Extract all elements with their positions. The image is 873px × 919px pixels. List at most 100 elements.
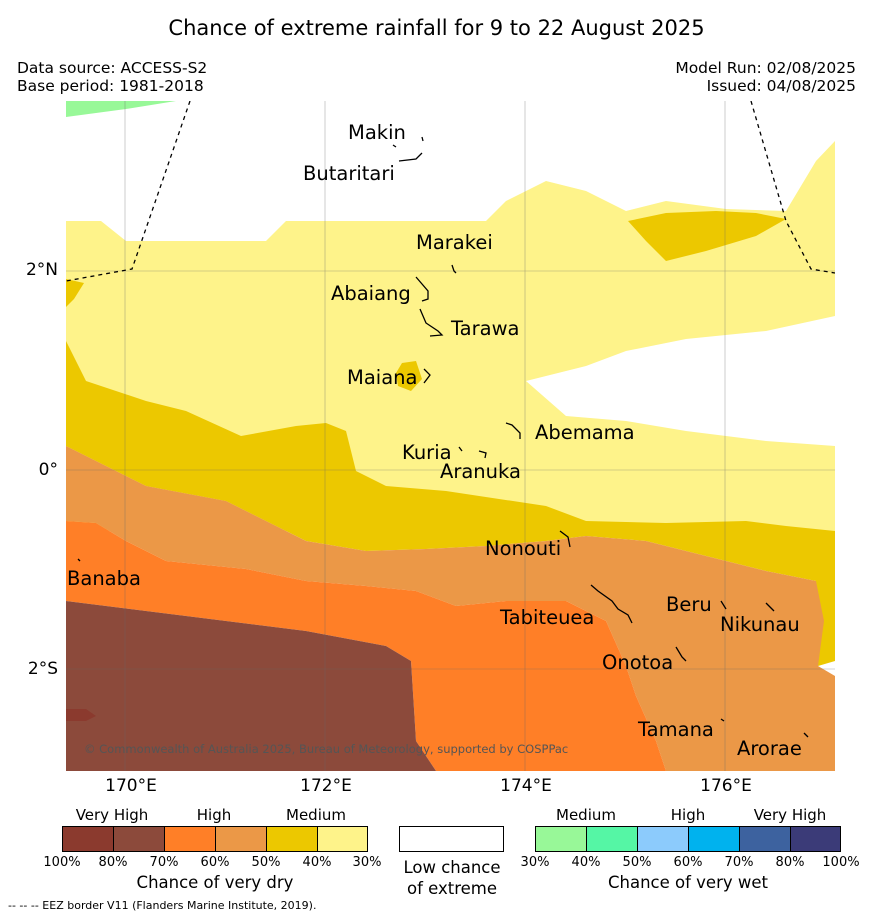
- region-low-chance-center: [526, 316, 835, 446]
- legend-dry-swatch: [113, 826, 165, 852]
- legend-dry-swatch: [266, 826, 318, 852]
- atoll-arorae: [803, 732, 809, 738]
- legend-dry-tick: 100%: [43, 855, 81, 870]
- legend-wet-swatch: [688, 826, 740, 852]
- lon-tick-label: 172°E: [300, 776, 352, 796]
- place-label: Nikunau: [720, 613, 800, 636]
- legend-wet-category: High: [670, 806, 706, 824]
- legend-dry-caption: Chance of very dry: [136, 873, 294, 892]
- legend-low-chance-swatch: [399, 826, 504, 852]
- legend-wet-swatch: [586, 826, 638, 852]
- region-dry-medium-50-nw: [66, 279, 84, 307]
- legend-wet-tick: 60%: [673, 855, 703, 870]
- atoll-beru: [720, 600, 727, 610]
- legend-dry-category: Medium: [286, 806, 346, 824]
- legend-wet-tick: 30%: [520, 855, 550, 870]
- region-dry-high-60: [66, 446, 835, 771]
- region-low-chance-nw: [66, 101, 176, 117]
- atoll-aranuka: [478, 450, 487, 459]
- eez-border-east: [750, 101, 835, 274]
- data-source: Data source: ACCESS-S2: [17, 59, 208, 77]
- legend-wet-category: Medium: [556, 806, 616, 824]
- lon-tick-label: 174°E: [500, 776, 552, 796]
- legend-dry-swatch: [164, 826, 216, 852]
- legend-wet-swatch: [739, 826, 791, 852]
- lat-tick-label: 2°S: [27, 659, 58, 679]
- atoll-nonouti: [559, 530, 571, 548]
- legend-low-chance-caption: Low chance: [403, 858, 501, 877]
- legend-wet-tick: 50%: [622, 855, 652, 870]
- lat-tick-label: 0°: [38, 460, 58, 480]
- atoll-tarawa: [419, 308, 444, 337]
- legend-dry-tick: 70%: [149, 855, 179, 870]
- legend-wet-tick: 70%: [724, 855, 754, 870]
- legend-wet-swatch: [790, 826, 841, 852]
- atoll-butaritari: [398, 152, 423, 162]
- place-label: Tabiteuea: [500, 606, 595, 629]
- lat-tick-label: 2°N: [25, 260, 58, 280]
- place-label: Nonouti: [485, 537, 562, 560]
- legend-wet-caption: Chance of very wet: [608, 873, 768, 892]
- place-label: Aranuka: [440, 460, 521, 483]
- place-label: Abaiang: [331, 282, 411, 305]
- legend-dry-category: Very High: [75, 806, 149, 824]
- legend-dry-tick: 50%: [251, 855, 281, 870]
- atoll-banaba: [77, 558, 81, 562]
- legend-wet-tick: 100%: [822, 855, 860, 870]
- place-label: Kuria: [402, 441, 452, 464]
- atoll-marakei: [451, 264, 457, 274]
- place-label: Makin: [348, 121, 406, 144]
- rainfall-map: [66, 101, 835, 771]
- legend-low-chance-caption: of extreme: [406, 879, 498, 898]
- place-label: Banaba: [67, 567, 141, 590]
- lon-tick-label: 170°E: [105, 776, 157, 796]
- region-dry-medium-50: [66, 341, 835, 666]
- place-label: Abemama: [535, 421, 635, 444]
- atoll-kuria: [458, 446, 463, 452]
- place-label: Beru: [666, 593, 712, 616]
- legend-dry-tick: 30%: [352, 855, 382, 870]
- atoll-onotoa: [675, 646, 687, 662]
- chart-title: Chance of extreme rainfall for 9 to 22 A…: [168, 16, 705, 40]
- lon-tick-label: 176°E: [700, 776, 752, 796]
- region-dry-high-70: [66, 521, 666, 771]
- atoll-makin: [392, 136, 424, 148]
- legend-wet-swatch: [535, 826, 587, 852]
- copyright-notice: © Commonwealth of Australia 2025, Bureau…: [84, 742, 569, 756]
- legend-dry-tick: 60%: [200, 855, 230, 870]
- atoll-tabiteuea: [590, 584, 633, 624]
- legend-wet-tick: 80%: [775, 855, 805, 870]
- atoll-abemama: [505, 422, 521, 439]
- place-label: Tarawa: [451, 317, 520, 340]
- region-dry-very-high-100: [66, 709, 96, 721]
- place-label: Tamana: [638, 718, 714, 741]
- issued-date: Issued: 04/08/2025: [706, 77, 856, 95]
- base-period: Base period: 1981-2018: [17, 77, 204, 95]
- eez-border-west: [66, 101, 191, 282]
- eez-footnote: -- -- -- EEZ border V11 (Flanders Marine…: [8, 899, 317, 912]
- place-label: Marakei: [416, 231, 493, 254]
- place-label: Onotoa: [602, 651, 674, 674]
- atoll-nikunau: [765, 602, 775, 612]
- legend-dry-swatch: [62, 826, 114, 852]
- atoll-tamana: [720, 718, 725, 722]
- legend-dry-category: High: [196, 806, 232, 824]
- region-dry-medium-50-ne: [628, 211, 786, 261]
- legend-dry-swatch: [215, 826, 267, 852]
- eez-borders: [66, 101, 835, 282]
- atoll-maiana: [423, 368, 431, 384]
- atoll-abaiang: [415, 276, 429, 302]
- gridlines: [66, 101, 835, 771]
- place-label: Arorae: [737, 737, 802, 760]
- region-dry-medium-50-maiana: [396, 361, 422, 391]
- model-run: Model Run: 02/08/2025: [675, 59, 856, 77]
- legend-wet-tick: 40%: [571, 855, 601, 870]
- place-label: Butaritari: [303, 162, 395, 185]
- atoll-outlines: [77, 136, 809, 738]
- legend-dry-swatch: [317, 826, 368, 852]
- legend-wet-category: Very High: [753, 806, 827, 824]
- region-dry-very-high-80: [66, 601, 436, 771]
- place-label: Maiana: [347, 366, 418, 389]
- legend-wet-swatch: [637, 826, 689, 852]
- legend-dry-tick: 80%: [98, 855, 128, 870]
